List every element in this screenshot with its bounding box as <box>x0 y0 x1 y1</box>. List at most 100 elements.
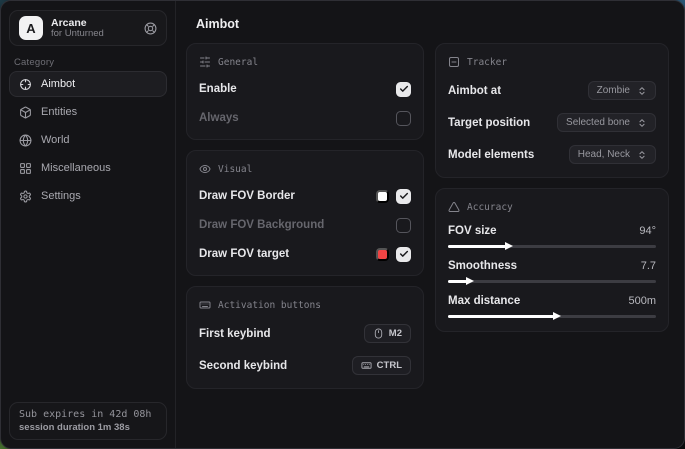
sidebar-item-world[interactable]: World <box>9 127 167 153</box>
dropdown-value: Zombie <box>596 85 630 96</box>
sidebar-item-label: Aimbot <box>41 78 76 90</box>
slider-label: Smoothness <box>448 260 518 272</box>
second-keybind-button[interactable]: CTRL <box>351 356 411 375</box>
dropdown-value: Selected bone <box>566 117 630 128</box>
subscription-card: Sub expires in 42d 08h session duration … <box>9 402 167 440</box>
session-duration-text: session duration 1m 38s <box>19 422 130 433</box>
enable-checkbox[interactable] <box>396 81 411 97</box>
main-content: Aimbot General Enable <box>176 1 684 448</box>
setting-label: Target position <box>448 116 531 129</box>
box-icon <box>19 106 32 119</box>
globe-icon <box>19 134 32 147</box>
app-subtitle: for Unturned <box>51 27 104 39</box>
slider-fill <box>448 277 474 285</box>
sidebar: A Arcane for Unturned Category Aimbot <box>1 1 176 448</box>
color-swatch[interactable] <box>376 189 389 203</box>
setting-label: Model elements <box>448 148 535 161</box>
target-position-dropdown[interactable]: Selected bone <box>557 113 656 132</box>
setting-label: Draw FOV target <box>199 248 290 260</box>
sub-expiry-text: Sub expires in 42d 08h <box>19 409 152 420</box>
max-distance-slider[interactable] <box>448 312 656 320</box>
gear-icon <box>19 190 32 203</box>
theme-icon[interactable] <box>144 22 157 35</box>
sidebar-item-entities[interactable]: Entities <box>9 99 167 125</box>
setting-row-enable: Enable <box>199 81 411 97</box>
crosshair-icon <box>19 78 32 91</box>
setting-row-first-keybind: First keybind M2 <box>199 324 411 343</box>
card-title: Accuracy <box>467 201 513 213</box>
first-keybind-button[interactable]: M2 <box>363 324 411 343</box>
slider-value: 500m <box>628 295 656 307</box>
setting-label: Aimbot at <box>448 84 502 97</box>
card-title: Tracker <box>467 56 508 68</box>
setting-row-fov-background: Draw FOV Background <box>199 217 411 233</box>
model-elements-dropdown[interactable]: Head, Neck <box>568 145 656 164</box>
setting-label: First keybind <box>199 327 271 340</box>
app-logo: A <box>19 16 43 40</box>
app-name: Arcane <box>51 16 87 29</box>
setting-label: Enable <box>199 83 237 95</box>
chevrons-up-down-icon <box>637 86 647 96</box>
eye-icon <box>199 163 211 175</box>
tracker-card: Tracker Aimbot at Zombie Target position <box>435 43 669 178</box>
color-swatch[interactable] <box>376 247 389 261</box>
visual-card: Visual Draw FOV Border Draw FOV Backgrou… <box>186 150 424 276</box>
slider-group-fov-size: FOV size 94° <box>448 225 656 250</box>
always-checkbox[interactable] <box>396 110 411 126</box>
keybind-value: CTRL <box>376 360 402 371</box>
setting-row-fov-border: Draw FOV Border <box>199 188 411 204</box>
fov-background-checkbox[interactable] <box>396 217 411 233</box>
setting-row-aimbot-at: Aimbot at Zombie <box>448 81 656 100</box>
sidebar-nav: Aimbot Entities World Miscellaneous <box>9 71 167 209</box>
mouse-icon <box>373 328 384 339</box>
accuracy-card: Accuracy FOV size 94° Smoothness <box>435 188 669 332</box>
dropdown-value: Head, Neck <box>577 149 630 160</box>
sidebar-item-settings[interactable]: Settings <box>9 183 167 209</box>
setting-row-fov-target: Draw FOV target <box>199 246 411 262</box>
fov-size-slider[interactable] <box>448 242 656 250</box>
fov-border-checkbox[interactable] <box>396 188 411 204</box>
page-title: Aimbot <box>196 17 240 31</box>
setting-label: Draw FOV Border <box>199 190 295 202</box>
sidebar-item-label: Miscellaneous <box>41 162 111 174</box>
slider-fill <box>448 312 562 320</box>
smoothness-slider[interactable] <box>448 277 656 285</box>
chevrons-up-down-icon <box>637 118 647 128</box>
activation-card: Activation buttons First keybind M2 Seco… <box>186 286 424 389</box>
minus-square-icon <box>448 56 460 68</box>
chevrons-up-down-icon <box>637 150 647 160</box>
card-title: Activation buttons <box>218 299 321 311</box>
setting-row-model-elements: Model elements Head, Neck <box>448 145 656 164</box>
sliders-icon <box>199 56 211 68</box>
card-title: Visual <box>218 163 253 175</box>
keyboard-icon <box>361 360 372 371</box>
slider-label: FOV size <box>448 225 497 237</box>
setting-row-second-keybind: Second keybind CTRL <box>199 356 411 375</box>
keyboard-icon <box>199 299 211 311</box>
sidebar-item-aimbot[interactable]: Aimbot <box>9 71 167 97</box>
slider-group-max-distance: Max distance 500m <box>448 295 656 320</box>
card-title: General <box>218 56 259 68</box>
setting-label: Second keybind <box>199 359 288 372</box>
setting-label: Draw FOV Background <box>199 219 325 231</box>
slider-label: Max distance <box>448 295 521 307</box>
fov-target-checkbox[interactable] <box>396 246 411 262</box>
sidebar-item-miscellaneous[interactable]: Miscellaneous <box>9 155 167 181</box>
grid-icon <box>19 162 32 175</box>
aimbot-at-dropdown[interactable]: Zombie <box>587 81 656 100</box>
slider-fill <box>448 242 514 250</box>
keybind-value: M2 <box>388 328 402 339</box>
sidebar-item-label: World <box>41 134 70 146</box>
slider-value: 7.7 <box>640 260 656 272</box>
category-label: Category <box>14 57 55 68</box>
slider-value: 94° <box>639 225 656 237</box>
general-card: General Enable Always <box>186 43 424 140</box>
setting-row-target-position: Target position Selected bone <box>448 113 656 132</box>
brand-card: A Arcane for Unturned <box>9 10 167 46</box>
sidebar-item-label: Entities <box>41 106 78 118</box>
sidebar-item-label: Settings <box>41 190 81 202</box>
setting-label: Always <box>199 112 239 124</box>
triangle-icon <box>448 201 460 213</box>
slider-group-smoothness: Smoothness 7.7 <box>448 260 656 285</box>
